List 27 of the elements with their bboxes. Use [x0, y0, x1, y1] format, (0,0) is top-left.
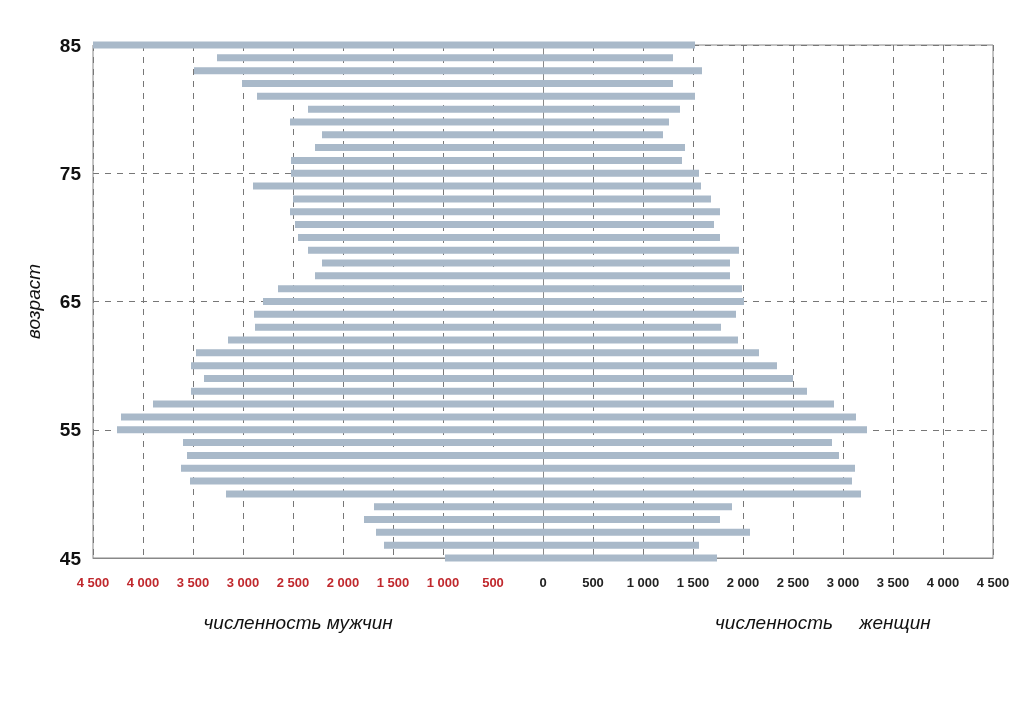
x-tick-label: 2 000 — [326, 575, 360, 590]
x-tick-label: 4 500 — [976, 575, 1010, 590]
x-tick-label: 4 500 — [76, 575, 110, 590]
x-tick-label: 500 — [582, 575, 604, 590]
x-tick-label: 0 — [539, 575, 547, 590]
x-tick-label: 3 000 — [226, 575, 260, 590]
x-tick-label: 1 000 — [426, 575, 460, 590]
x-tick-label: 2 500 — [276, 575, 310, 590]
x-tick-label: 4 000 — [926, 575, 960, 590]
x-tick-label: 3 500 — [176, 575, 210, 590]
y-tick-label: 85 — [59, 34, 82, 56]
text: численность женщин — [715, 612, 931, 634]
y-tick-label: 75 — [59, 162, 82, 184]
x-tick-label: 500 — [482, 575, 504, 590]
y-axis-title: возраст — [23, 263, 44, 340]
x-tick-label: 3 000 — [826, 575, 860, 590]
x-tick-label: 1 000 — [626, 575, 660, 590]
text: численность мужчин — [203, 612, 393, 634]
y-tick-label: 65 — [59, 291, 82, 312]
x-tick-label: 2 500 — [776, 575, 810, 590]
x-tick-label: 3 500 — [876, 575, 910, 590]
y-tick-label: 45 — [59, 547, 82, 569]
y-tick-label: 55 — [59, 419, 82, 441]
x-tick-label: 4 000 — [126, 575, 160, 590]
x-tick-label: 1 500 — [676, 575, 710, 590]
x-tick-label: 2 000 — [726, 575, 760, 590]
x-tick-label: 1 500 — [376, 575, 410, 590]
